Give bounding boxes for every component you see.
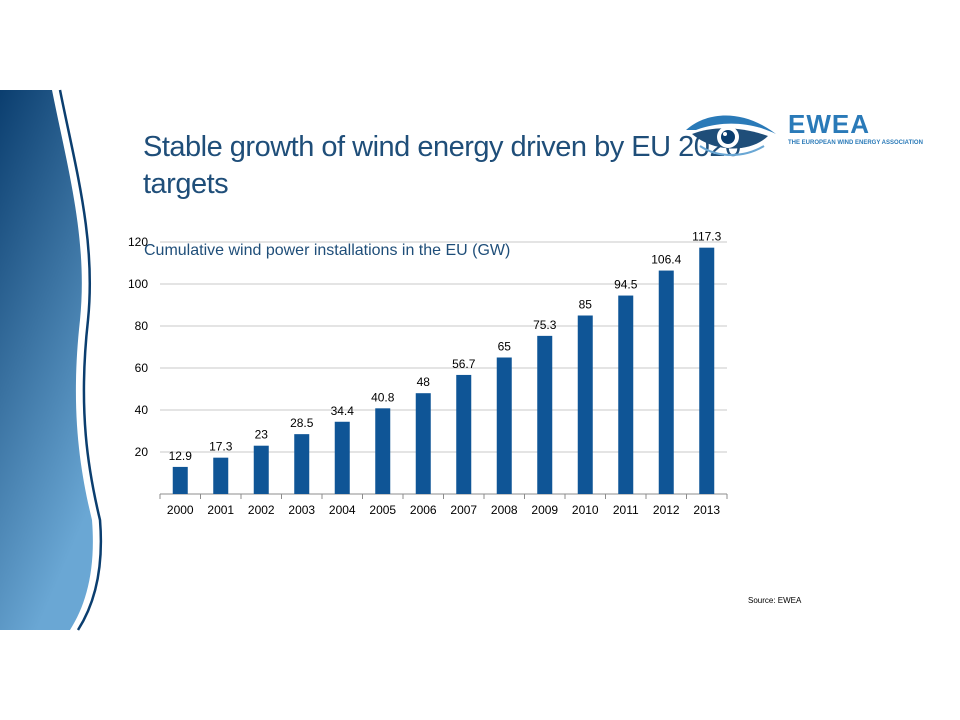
bar [172,466,188,494]
bar [658,270,674,494]
y-tick-label: 20 [135,445,149,459]
source-note: Source: EWEA [748,596,802,605]
y-tick-label: 80 [135,319,149,333]
data-label: 17.3 [209,440,233,454]
data-label: 23 [255,428,269,442]
x-tick-label: 2005 [369,503,396,517]
logo-tagline: THE EUROPEAN WIND ENERGY ASSOCIATION [788,140,923,146]
bar [537,335,553,494]
y-tick-label: 120 [128,235,148,249]
bar [496,357,512,494]
data-label: 85 [579,298,593,312]
bar [577,315,593,494]
data-label: 40.8 [371,390,395,404]
x-tick-label: 2009 [531,503,558,517]
x-tick-label: 2001 [207,503,234,517]
x-tick-label: 2006 [410,503,437,517]
bar [415,393,431,494]
data-label: 12.9 [169,449,193,463]
x-tick-label: 2007 [450,503,477,517]
data-label: 75.3 [533,318,557,332]
bar [253,445,269,494]
data-label: 34.4 [331,404,355,418]
x-tick-label: 2000 [167,503,194,517]
x-tick-label: 2013 [693,503,720,517]
bar [375,408,391,494]
x-tick-label: 2003 [288,503,315,517]
bar [294,434,310,494]
y-tick-label: 40 [135,403,149,417]
x-tick-label: 2008 [491,503,518,517]
x-tick-label: 2010 [572,503,599,517]
slide-title-line-2: targets [143,168,229,200]
ewea-logo: EWEA THE EUROPEAN WIND ENERGY ASSOCIATIO… [682,108,944,170]
data-label: 48 [417,375,431,389]
bar [456,374,472,494]
bar [334,421,350,494]
data-label: 117.3 [692,230,721,244]
data-label: 94.5 [614,278,638,292]
slide-title: Stable growth of wind energy driven by E… [143,129,783,203]
data-label: 28.5 [290,416,314,430]
chart-title: Cumulative wind power installations in t… [144,242,511,259]
bar [699,247,715,494]
bar [618,295,634,494]
x-tick-label: 2011 [613,503,639,517]
eye-logo-icon [686,115,776,156]
y-tick-label: 100 [128,277,148,291]
data-label: 65 [498,340,512,354]
decorative-side-band [0,89,103,631]
x-tick-label: 2002 [248,503,275,517]
data-label: 106.4 [651,253,681,267]
logo-wordmark: EWEA [788,109,870,139]
data-label: 56.7 [452,357,476,371]
bar [213,457,229,494]
y-tick-label: 60 [135,361,149,375]
x-tick-label: 2004 [329,503,356,517]
slide-title-line-1: Stable growth of wind energy driven by E… [143,131,741,163]
x-tick-label: 2012 [653,503,680,517]
